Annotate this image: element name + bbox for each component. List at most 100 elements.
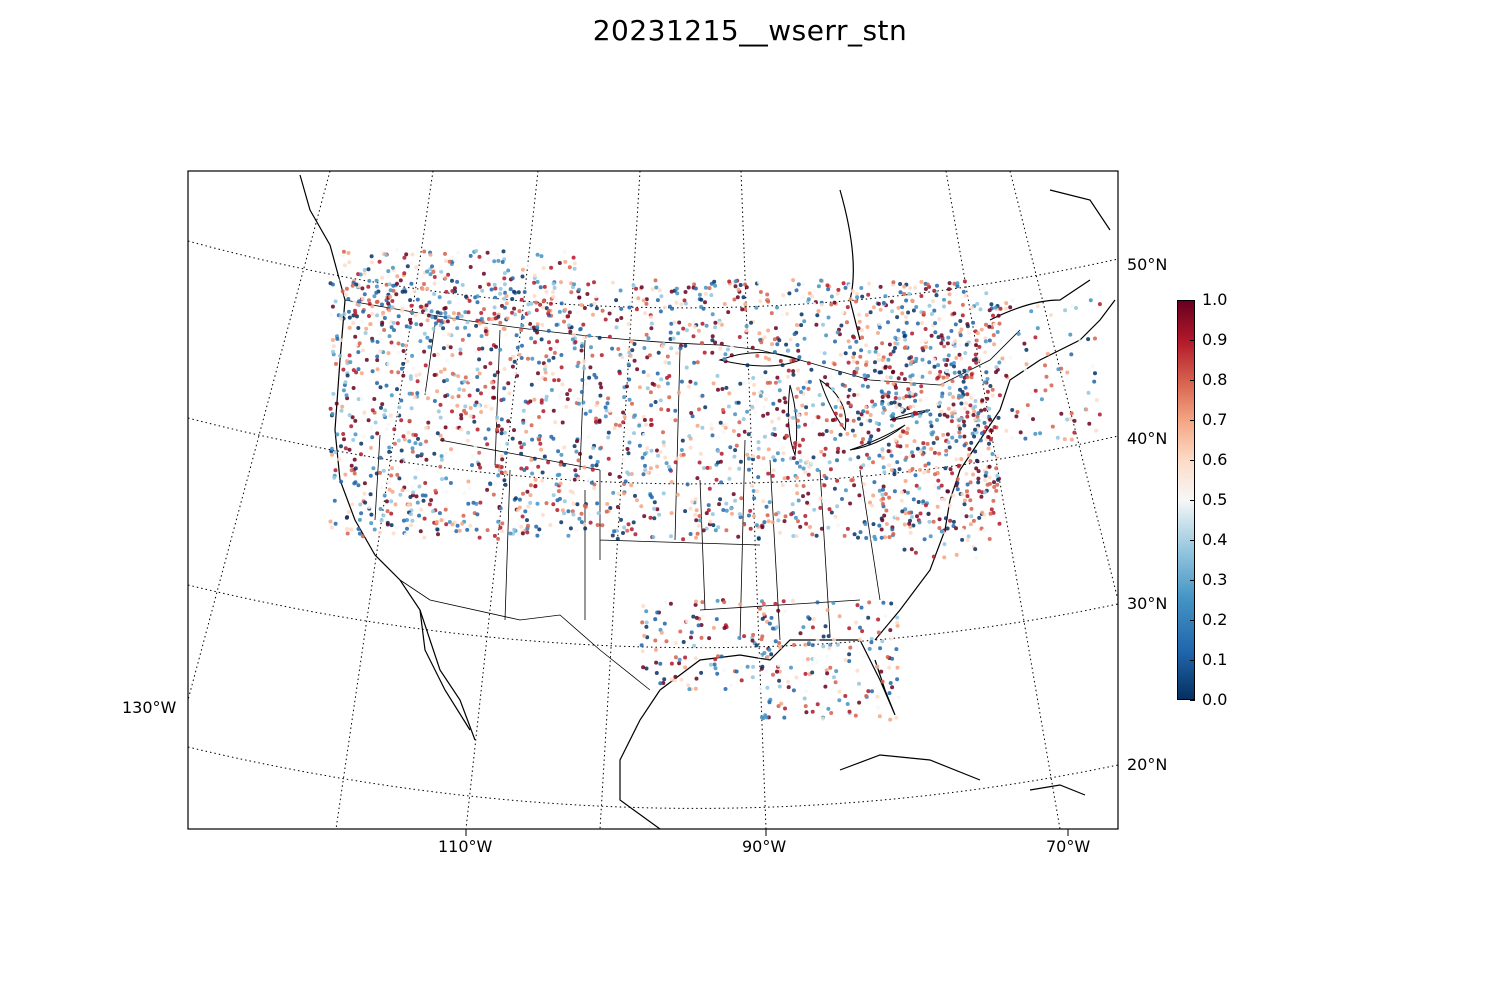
station-point [729,683,733,688]
station-point [900,305,905,310]
station-point [456,374,461,379]
station-point [864,694,869,698]
station-point [885,375,890,380]
station-point [1094,428,1099,433]
station-point [903,511,908,516]
station-point [971,406,976,411]
station-point [949,329,954,333]
station-point [450,371,455,376]
station-point [695,531,700,536]
station-point [913,473,918,478]
station-point [880,639,885,644]
station-point [338,353,343,358]
station-point [551,290,555,294]
station-point [890,656,895,661]
station-point [756,455,761,460]
station-point [661,440,666,445]
station-point [855,392,860,397]
station-point [455,315,460,320]
station-point [392,343,397,348]
station-point [391,283,396,288]
station-point [330,525,334,530]
station-point [636,296,641,301]
station-point [653,638,658,643]
station-point [443,451,448,456]
station-point [700,393,705,398]
station-point [540,512,545,517]
station-point [829,294,834,299]
lon-label-90w: 90°W [742,837,787,856]
station-point [618,288,623,293]
station-point [786,348,791,353]
station-point [549,434,554,439]
station-point [330,412,335,416]
station-point [830,418,835,423]
station-point [880,492,885,497]
station-point [803,642,808,647]
station-point [610,346,615,351]
station-point [693,656,698,661]
lake-ontario [889,409,931,421]
station-point [362,410,367,415]
station-point [354,370,359,375]
station-point [450,522,455,527]
station-point [407,439,412,444]
station-point [456,250,461,255]
station-point [654,671,659,675]
station-point [992,485,997,489]
station-point [732,297,737,302]
station-point [495,370,500,375]
station-point [896,336,901,341]
station-point [579,344,584,349]
station-point [603,405,608,410]
station-point [867,646,872,651]
station-point [707,636,712,641]
station-point [910,450,914,455]
station-point [716,449,721,454]
station-point [811,420,816,425]
station-point [917,373,922,378]
station-point [540,322,545,327]
station-point [1092,379,1097,384]
station-point [767,500,772,505]
station-point [524,429,529,434]
station-point [701,614,705,619]
station-point [888,352,893,357]
station-point [995,330,1000,334]
st-lawrence [989,279,1091,321]
station-point [823,624,828,629]
station-point [960,528,965,532]
station-point [819,526,824,531]
station-point [478,284,482,289]
station-point [958,319,963,323]
station-point [786,679,791,684]
station-point [715,671,720,676]
colorbar-tick-mark [1190,580,1195,581]
station-point [562,319,566,324]
station-point [937,451,942,456]
station-point [354,342,359,347]
station-point [776,437,781,442]
station-point [536,371,540,376]
station-point [536,464,541,469]
station-point [886,357,891,362]
station-point [892,400,897,405]
station-point [663,360,668,365]
station-points [328,248,1102,722]
station-point [833,411,838,416]
station-point [737,466,742,471]
station-point [594,463,599,468]
station-point [982,528,986,533]
station-point [610,533,615,538]
station-point [360,419,365,424]
station-point [806,361,811,366]
station-point [951,395,956,400]
station-point [907,510,912,515]
colorbar-tick-label: 0.4 [1202,530,1228,549]
station-point [680,438,685,443]
station-point [804,405,809,410]
station-point [506,419,511,424]
station-point [529,301,534,306]
station-point [948,518,953,523]
station-point [847,626,852,631]
